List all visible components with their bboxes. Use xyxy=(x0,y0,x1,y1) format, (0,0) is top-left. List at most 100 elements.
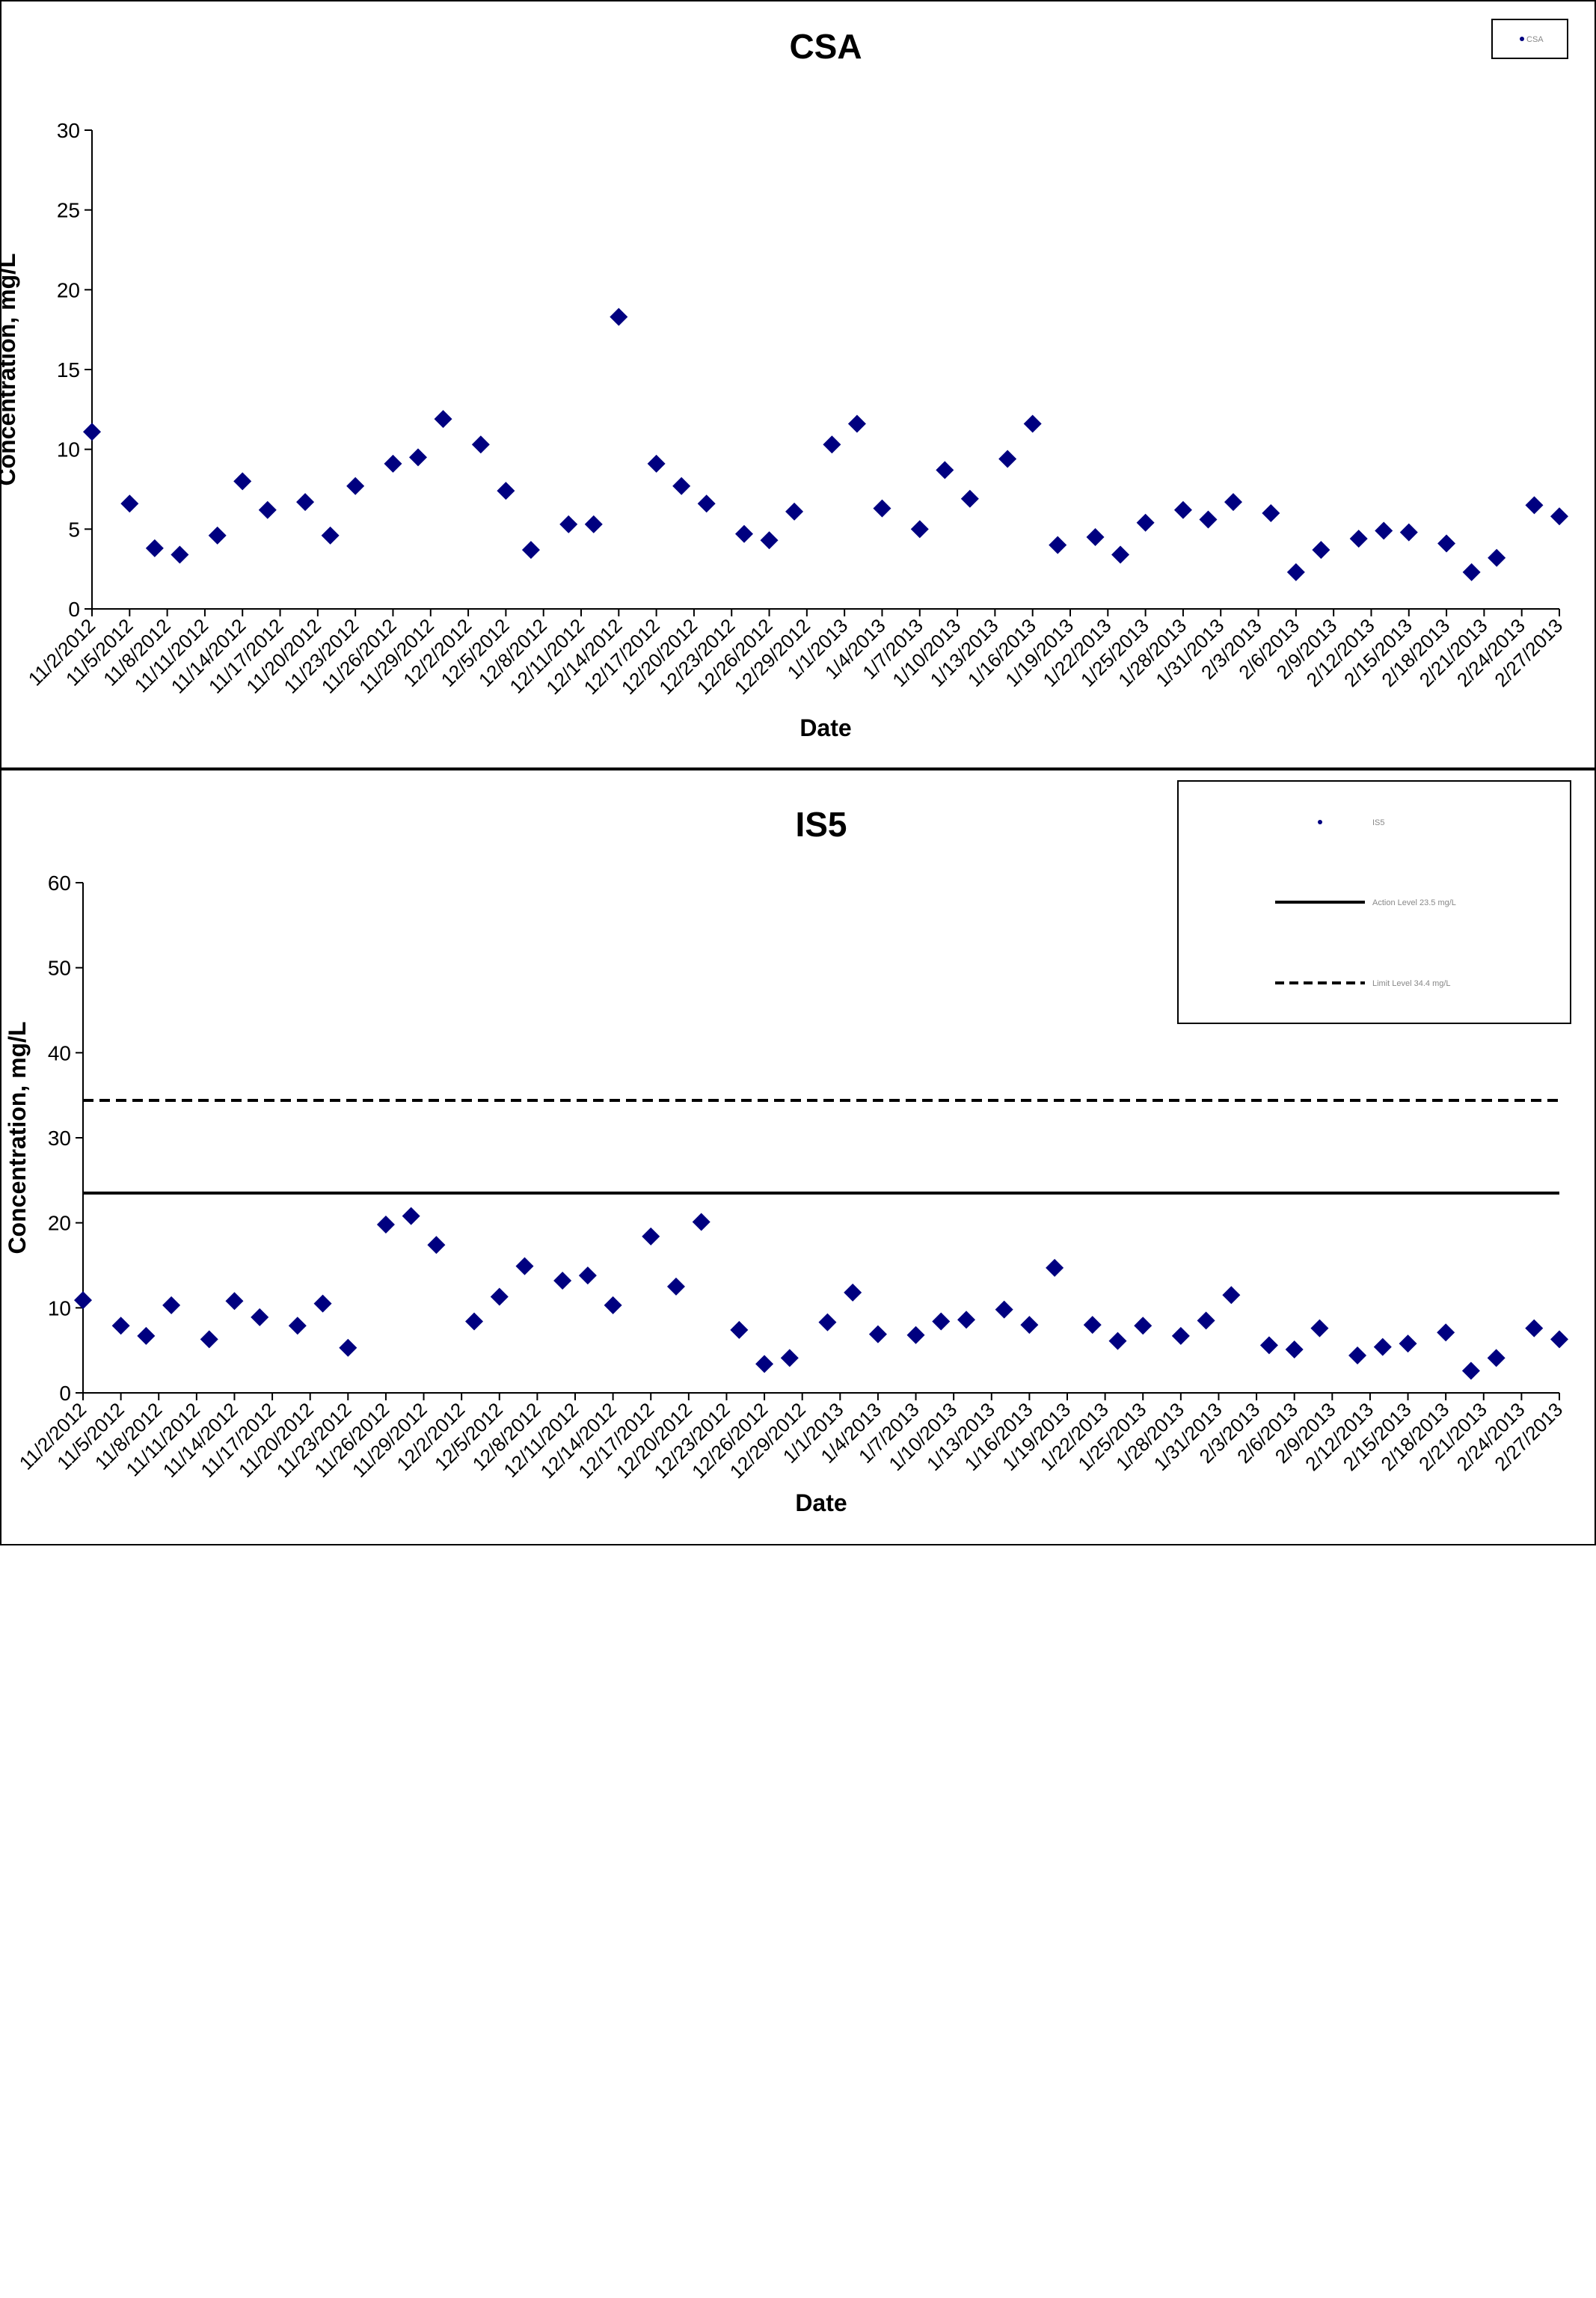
data-point xyxy=(200,1330,218,1349)
data-point xyxy=(1199,510,1218,529)
legend-box xyxy=(1177,780,1571,1024)
data-point xyxy=(1437,534,1456,553)
data-point xyxy=(1134,1317,1153,1335)
data-point xyxy=(873,499,891,518)
data-point xyxy=(960,489,979,508)
data-point xyxy=(1259,1336,1278,1355)
data-point xyxy=(1399,1335,1417,1353)
data-point xyxy=(83,423,101,441)
data-point xyxy=(1020,1316,1039,1335)
legend-label: Action Level 23.5 mg/L xyxy=(1372,898,1456,907)
data-point xyxy=(1550,1330,1568,1349)
data-point xyxy=(755,1355,774,1373)
data-point xyxy=(906,1326,925,1344)
data-point xyxy=(932,1312,951,1331)
data-point xyxy=(1349,530,1368,548)
chart-frame xyxy=(0,0,1596,769)
legend-box xyxy=(1491,19,1568,59)
data-point xyxy=(434,410,452,429)
data-point xyxy=(1525,1319,1544,1338)
data-point xyxy=(384,454,402,473)
data-point xyxy=(1171,1326,1190,1345)
series-IS5 xyxy=(74,1207,1568,1380)
data-point xyxy=(251,1308,269,1326)
data-point xyxy=(497,482,515,500)
data-point xyxy=(233,472,252,491)
data-point xyxy=(553,1271,572,1290)
y-tick-label: 40 xyxy=(48,1041,71,1064)
data-point xyxy=(427,1236,446,1254)
data-point xyxy=(1525,496,1544,515)
y-tick-label: 5 xyxy=(68,518,80,541)
x-axis-label: Date xyxy=(799,714,851,741)
y-tick-label: 0 xyxy=(59,1382,71,1405)
y-axis-label: Concentration, mg/L xyxy=(0,253,20,485)
data-point xyxy=(346,477,365,495)
data-point xyxy=(578,1266,597,1285)
data-point xyxy=(490,1287,509,1306)
chart-panel-2: IS5010203040506011/2/201211/5/201211/8/2… xyxy=(0,769,1596,1545)
data-point xyxy=(1111,545,1130,564)
data-point xyxy=(1373,1338,1392,1356)
data-point xyxy=(1023,414,1042,433)
data-point xyxy=(995,1300,1013,1319)
data-point xyxy=(1550,507,1568,526)
data-point xyxy=(1049,536,1067,554)
data-point xyxy=(1461,1361,1480,1380)
data-point xyxy=(1197,1311,1215,1330)
x-axis-label: Date xyxy=(795,1489,847,1516)
chart-panel-1: CSA05101520253011/2/201211/5/201211/8/20… xyxy=(0,0,1596,769)
data-point xyxy=(288,1317,307,1335)
data-point xyxy=(647,454,666,473)
y-tick-label: 25 xyxy=(57,199,80,222)
data-point xyxy=(998,450,1017,468)
data-point xyxy=(584,515,603,533)
data-point xyxy=(1399,523,1418,542)
data-point xyxy=(1136,513,1155,532)
data-point xyxy=(1487,1349,1506,1367)
data-point xyxy=(111,1317,130,1335)
data-point xyxy=(610,307,628,326)
y-tick-label: 10 xyxy=(57,438,80,462)
data-point xyxy=(672,477,691,495)
data-point xyxy=(823,435,841,454)
data-point xyxy=(1224,493,1242,512)
data-point xyxy=(1173,500,1192,519)
y-tick-label: 0 xyxy=(68,598,80,621)
y-tick-label: 10 xyxy=(48,1296,71,1320)
data-point xyxy=(465,1312,484,1331)
y-tick-label: 50 xyxy=(48,957,71,980)
data-point xyxy=(471,435,490,454)
data-point xyxy=(515,1257,534,1275)
legend-marker xyxy=(1520,37,1524,41)
y-tick-label: 20 xyxy=(57,278,80,301)
data-point xyxy=(521,541,540,560)
series-CSA xyxy=(83,307,1568,581)
data-point xyxy=(1086,528,1105,546)
y-tick-label: 30 xyxy=(57,119,80,142)
data-point xyxy=(868,1325,887,1343)
data-point xyxy=(258,500,277,519)
data-point xyxy=(1262,504,1280,522)
legend: CSA xyxy=(1491,19,1568,59)
y-axis-label: Concentration, mg/L xyxy=(4,1021,31,1254)
data-point xyxy=(957,1311,976,1329)
data-point xyxy=(1108,1332,1127,1350)
data-point xyxy=(376,1215,395,1234)
y-tick-label: 30 xyxy=(48,1127,71,1150)
data-point xyxy=(780,1349,799,1367)
data-point xyxy=(1046,1258,1064,1277)
data-point xyxy=(120,494,139,513)
data-point xyxy=(409,448,427,467)
data-point xyxy=(1312,541,1330,560)
data-point xyxy=(74,1291,92,1310)
data-point xyxy=(910,520,929,539)
data-point xyxy=(642,1227,660,1245)
data-point xyxy=(1488,548,1506,567)
legend-label: CSA xyxy=(1526,35,1544,44)
data-point xyxy=(1348,1346,1367,1364)
data-point xyxy=(1375,521,1393,540)
legend: IS5 Action Level 23.5 mg/L Limit Level 34.… xyxy=(1177,780,1571,1024)
data-point xyxy=(296,493,315,512)
